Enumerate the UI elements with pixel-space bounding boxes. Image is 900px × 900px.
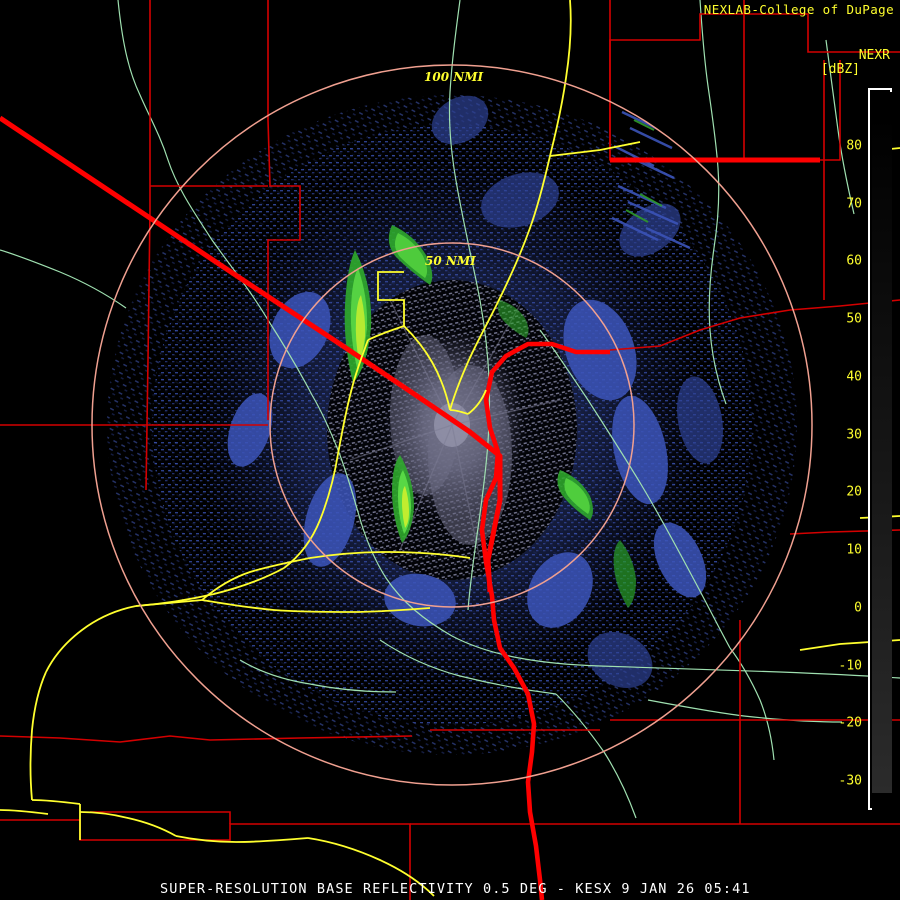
colorbar-tick-label: -10 — [838, 658, 862, 674]
colorbar-tick-label: 30 — [846, 427, 862, 443]
colorbar-tick-label: 20 — [846, 484, 862, 500]
colorbar-tick-label: -20 — [838, 715, 862, 731]
colorbar-tick-label: 60 — [846, 253, 862, 269]
product-caption: SUPER-RESOLUTION BASE REFLECTIVITY 0.5 D… — [160, 881, 751, 897]
colorbar-tick-label: 0 — [854, 600, 862, 616]
colorbar-tick-label: 50 — [846, 311, 862, 327]
reflectivity-colorbar — [868, 88, 892, 810]
colorbar-tick-label: 10 — [846, 542, 862, 558]
colorbar-tick-label: 70 — [846, 196, 862, 212]
colorbar-units: [dBZ] — [820, 62, 860, 77]
range-ring-100nmi — [91, 64, 813, 786]
range-ring-label-50: 50 NMI — [425, 254, 476, 268]
colorbar-gradient — [872, 92, 892, 810]
provider-credit: NEXLAB-College of DuPage — [703, 2, 894, 17]
range-ring-50nmi — [269, 242, 635, 608]
colorbar-tick-label: -30 — [838, 773, 862, 789]
colorbar-frame — [868, 88, 892, 810]
green-echo-band — [344, 225, 636, 608]
interstate-highways — [0, 115, 820, 593]
range-ring-label-100: 100 NMI — [424, 70, 484, 84]
colorbar-title: NEXR — [858, 48, 890, 63]
colorbar-tick-label: 40 — [846, 369, 862, 385]
range-ring-circles — [91, 64, 813, 786]
colorbar-tick-label: 80 — [846, 138, 862, 154]
river-lines — [0, 0, 900, 819]
distant-echo-streaks — [611, 110, 691, 250]
